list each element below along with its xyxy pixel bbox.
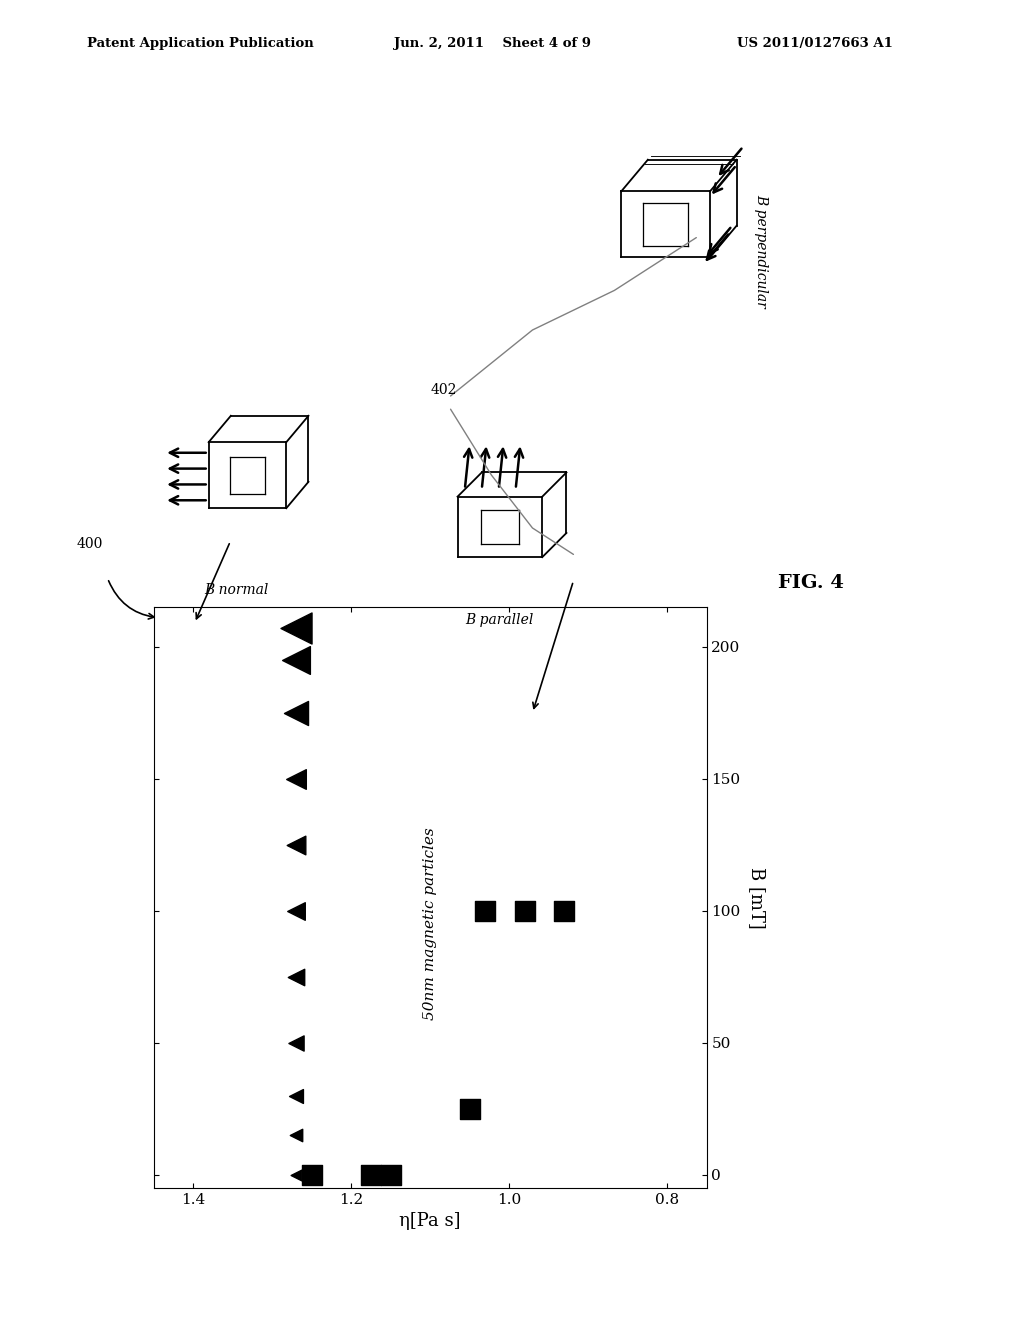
Point [556,900,572,921]
Point [288,900,304,921]
Point [288,1032,304,1053]
Point [477,900,494,921]
Text: 400: 400 [77,537,103,550]
Y-axis label: B [mT]: B [mT] [748,867,766,928]
Point [288,834,304,855]
Point [288,702,304,723]
Point [288,1085,304,1106]
Point [517,900,534,921]
Text: Jun. 2, 2011    Sheet 4 of 9: Jun. 2, 2011 Sheet 4 of 9 [394,37,591,50]
Point [288,618,304,639]
X-axis label: η[Pa s]: η[Pa s] [399,1212,461,1230]
Point [362,1164,379,1185]
Text: B parallel: B parallel [466,612,535,627]
Text: 50nm magnetic particles: 50nm magnetic particles [423,828,437,1020]
Point [288,1164,304,1185]
Point [288,768,304,789]
Text: 402: 402 [430,383,457,397]
Point [382,1164,398,1185]
Point [462,1098,478,1119]
Point [288,649,304,671]
Point [288,966,304,987]
Text: US 2011/0127663 A1: US 2011/0127663 A1 [737,37,893,50]
Point [288,1125,304,1146]
Text: B normal: B normal [204,583,268,597]
Text: Patent Application Publication: Patent Application Publication [87,37,313,50]
Point [303,1164,319,1185]
Text: B perpendicular: B perpendicular [755,194,768,308]
Text: FIG. 4: FIG. 4 [778,574,844,593]
